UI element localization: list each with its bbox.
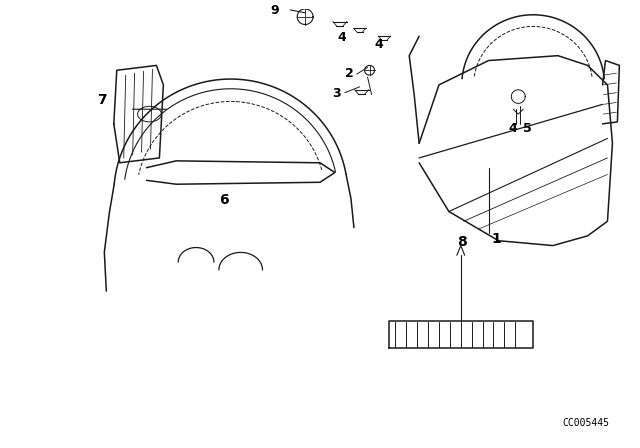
Text: CC005445: CC005445 (563, 418, 609, 428)
Text: 1: 1 (492, 232, 501, 246)
Text: 4: 4 (508, 122, 517, 135)
Text: 5: 5 (524, 122, 532, 135)
Text: 9: 9 (271, 4, 279, 17)
Text: 3: 3 (332, 86, 340, 99)
Text: 6: 6 (219, 193, 228, 207)
Text: 2: 2 (345, 67, 353, 80)
Text: 8: 8 (457, 235, 467, 249)
Text: 4: 4 (338, 31, 347, 44)
Text: 4: 4 (374, 38, 383, 51)
Text: 7: 7 (97, 93, 107, 108)
